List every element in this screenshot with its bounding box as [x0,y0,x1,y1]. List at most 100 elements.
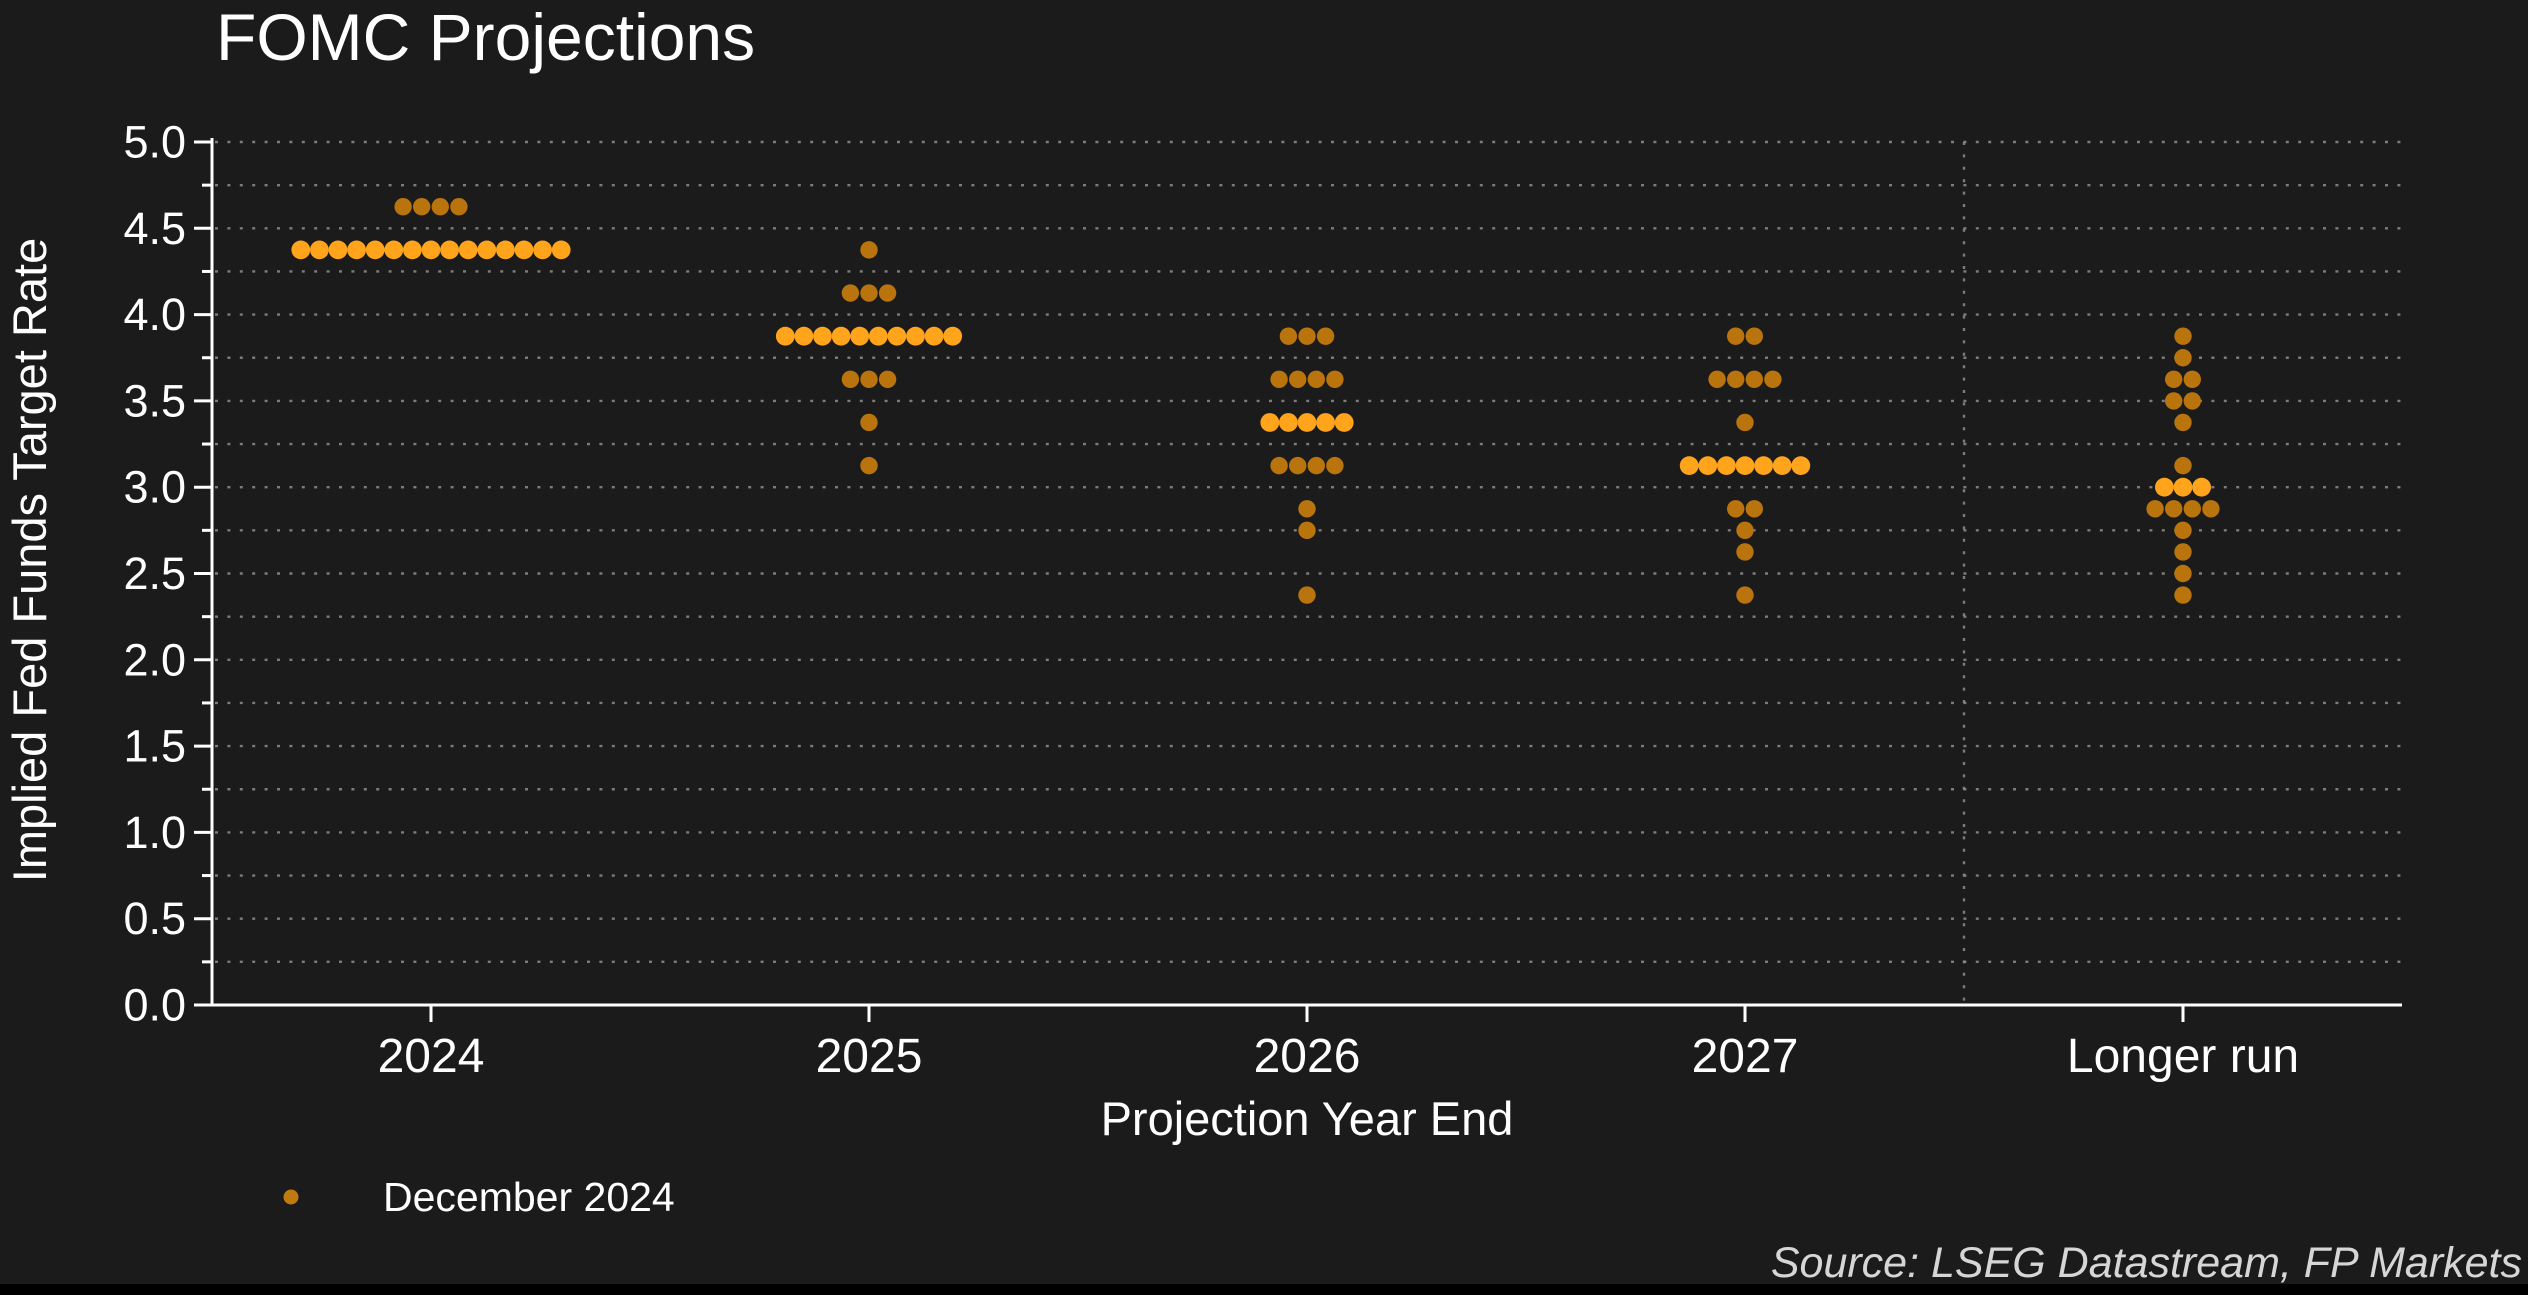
y-tick-labels: 0.0 0.5 1.0 1.5 2.0 2.5 3.0 3.5 4.0 4.5 5.0 [123,117,186,1031]
projection-dot-median [328,240,348,260]
projection-dot [1316,327,1335,345]
projection-dot-median [1297,413,1317,432]
projection-dot-median [458,240,478,260]
bottom-bar [0,1284,2528,1295]
y-axis-title: Implied Fed Funds Target Rate [3,238,56,882]
y-tick-label: 4.0 [123,289,186,340]
projection-dot-median [1698,456,1718,476]
projection-dot-median [1791,456,1811,476]
legend-marker-dot [283,1189,299,1205]
projection-dot [841,284,860,302]
projection-dot-median [403,240,422,260]
projection-dot [1736,543,1754,561]
projection-dot [860,413,878,432]
legend-label: December 2024 [383,1174,675,1220]
projection-dot [1298,500,1316,518]
projection-dot-median [477,240,497,260]
projection-dot [2174,349,2192,367]
dot-clusters [291,198,2220,604]
projection-dot [1736,586,1754,604]
projection-dot-median [813,326,832,346]
projection-dot-median [421,240,441,260]
projection-dot-median [440,240,459,260]
projection-dot-median [775,326,795,346]
projection-dot-median [1279,413,1298,432]
projection-dot-median [831,326,851,346]
projection-dot-median [1754,456,1773,476]
projection-dot-median [868,326,888,346]
projection-dot-median [850,326,870,346]
projection-dot [2183,500,2201,518]
projection-dot [1307,370,1326,389]
y-tick-label: 1.0 [123,807,186,858]
projection-dot-median [496,240,515,260]
projection-dot [1745,500,1764,518]
x-tick-label: Longer run [2067,1030,2299,1083]
projection-dot [413,198,431,216]
projection-dot [1270,456,1288,475]
axes [194,138,2402,1022]
projection-dot [2183,392,2201,410]
projection-dot [860,284,878,302]
projection-dot [1326,456,1344,475]
projection-dot [841,370,860,389]
x-tick-labels: 2024 2025 2026 2027 Longer run [378,1030,2299,1083]
projection-dot-median [943,326,963,346]
y-tick-label: 2.0 [123,634,186,685]
y-tick-label: 2.5 [123,548,186,599]
source-note: Source: LSEG Datastream, FP Markets [1771,1239,2522,1287]
projection-dot [878,284,897,302]
projection-dot [1289,370,1307,389]
projection-dot-median [533,240,552,260]
y-tick-label: 5.0 [123,117,186,168]
projection-dot [2165,392,2183,410]
y-tick-label: 3.5 [123,375,186,426]
projection-dot [1279,327,1298,345]
projection-dot-median [924,326,944,346]
projection-dot [2146,500,2164,518]
projection-dot [1736,521,1754,540]
projection-dot [450,198,468,216]
projection-dot [2174,521,2192,540]
y-tick-label: 4.5 [123,203,186,254]
y-tick-label: 3.0 [123,462,186,513]
projection-dot [2202,500,2220,518]
x-axis-title: Projection Year End [1101,1092,1514,1145]
projection-dot-median [1735,456,1755,476]
dot-cluster-2025 [775,241,963,475]
projection-dot-median [365,240,385,260]
projection-dot-median [1717,456,1736,476]
projection-dot [2174,586,2192,604]
x-tick-label: 2026 [1254,1030,1361,1083]
x-tick-label: 2027 [1692,1030,1799,1083]
projection-dot [431,198,449,216]
projection-dot-median [1260,413,1280,432]
projection-dot-median [1316,413,1335,432]
projection-dot [2183,370,2201,389]
projection-dot-median [1679,456,1699,476]
projection-dot-median [2192,477,2212,497]
projection-dot [2165,370,2183,389]
projection-dot [2174,456,2192,475]
projection-dot-median [1772,456,1792,476]
projection-dot [1307,456,1326,475]
projection-dot [1727,327,1745,345]
y-tick-label: 1.5 [123,721,186,772]
projection-dot [1764,370,1782,389]
y-tick-label: 0.5 [123,893,186,944]
projection-dot-median [794,326,814,346]
dot-cluster-2027 [1679,327,1811,604]
projection-dot-median [906,326,925,346]
projection-dot [1727,500,1745,518]
projection-dot-median [347,240,366,260]
projection-dot [1270,370,1288,389]
dot-cluster-2024 [291,198,571,260]
projection-dot [1298,586,1316,604]
projection-dot [860,370,878,389]
projection-dot [1298,521,1316,540]
projection-dot [2174,327,2192,345]
projection-dot [860,456,878,475]
projection-dot [1298,327,1316,345]
projection-dot-median [2173,477,2193,497]
